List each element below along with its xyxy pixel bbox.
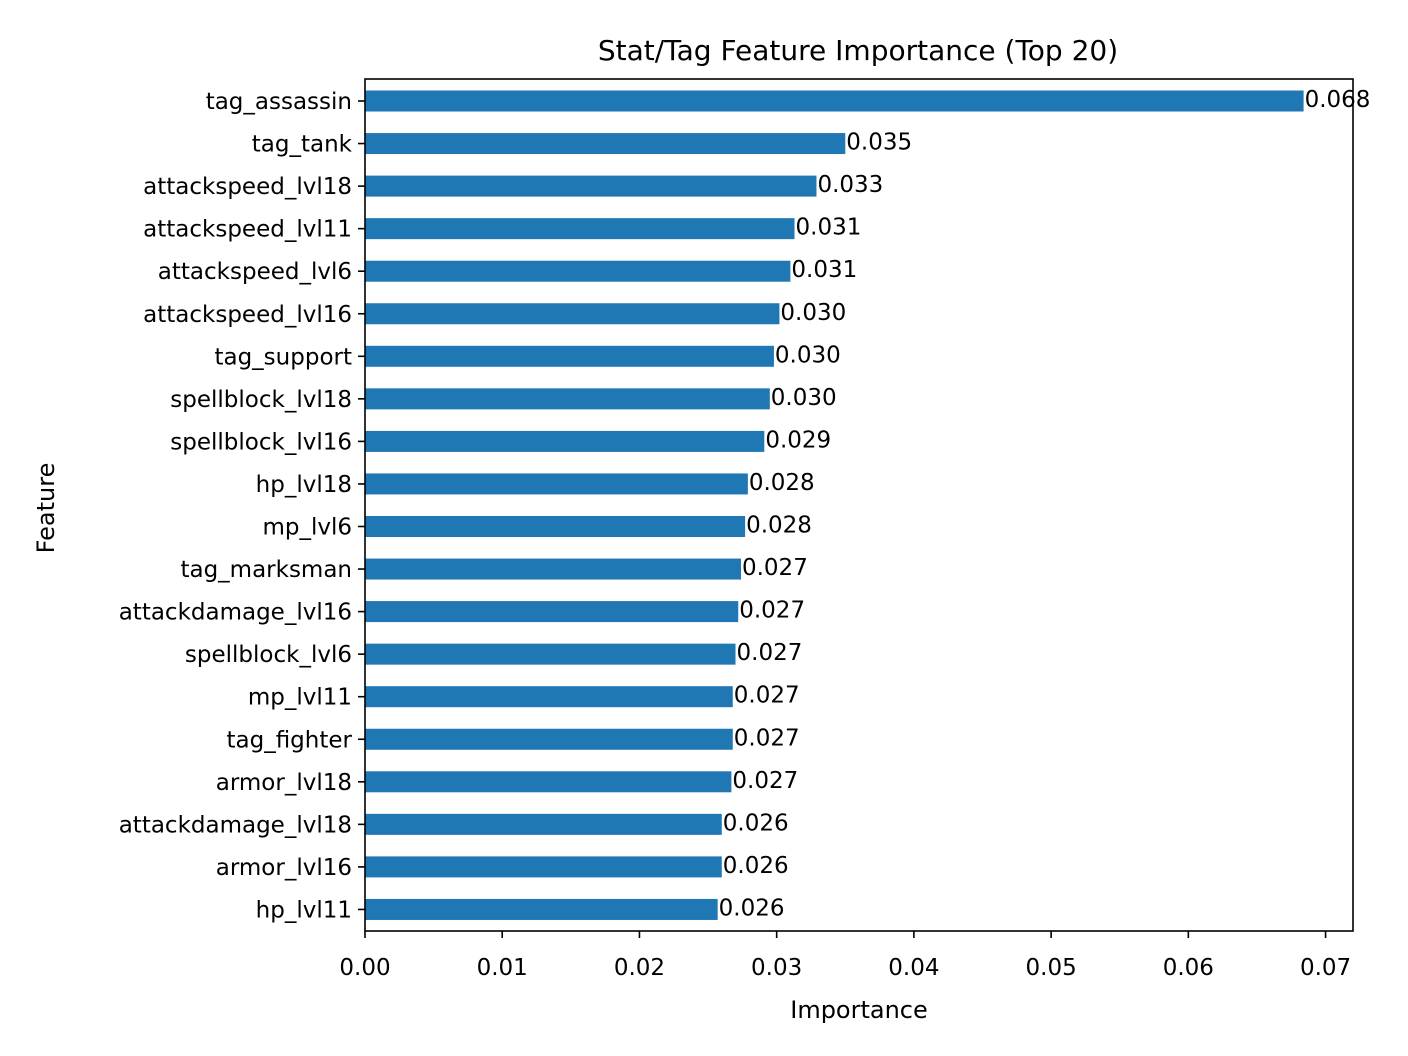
- x-tick-label: 0.02: [614, 955, 665, 981]
- data-label: 0.027: [737, 640, 803, 666]
- data-label: 0.028: [749, 470, 815, 496]
- data-label: 0.027: [739, 598, 805, 624]
- data-label: 0.026: [719, 895, 785, 921]
- data-label: 0.028: [746, 513, 812, 539]
- category-label: armor_lvl16: [216, 855, 352, 881]
- data-label: 0.030: [775, 342, 841, 368]
- category-label: attackspeed_lvl18: [143, 174, 352, 200]
- data-label: 0.031: [791, 257, 857, 283]
- bar-tag_assassin: [365, 90, 1304, 112]
- data-label: 0.026: [723, 853, 789, 879]
- bar-mp_lvl6: [365, 516, 746, 537]
- category-label: attackspeed_lvl6: [158, 259, 352, 285]
- bar-attackspeed_lvl16: [365, 303, 780, 325]
- category-label: attackspeed_lvl11: [143, 217, 352, 243]
- y-axis-label: Feature: [32, 463, 60, 554]
- category-label: spellblock_lvl16: [170, 429, 352, 455]
- category-label: tag_fighter: [226, 727, 352, 753]
- bar-armor_lvl18: [365, 771, 732, 793]
- data-label: 0.027: [732, 768, 798, 794]
- bar-attackspeed_lvl18: [365, 175, 817, 197]
- bars-layer: [365, 90, 1304, 920]
- bar-spellblock_lvl6: [365, 643, 736, 665]
- bar-tag_tank: [365, 133, 846, 155]
- bar-spellblock_lvl16: [365, 430, 765, 452]
- category-label: tag_tank: [252, 132, 353, 158]
- data-label: 0.027: [734, 725, 800, 751]
- category-labels: tag_assassin tag_tank attackspeed_lvl18att…: [119, 89, 365, 923]
- category-label: mp_lvl6: [262, 515, 352, 541]
- data-label: 0.035: [846, 130, 912, 156]
- x-tick-label: 0.00: [339, 955, 390, 981]
- x-tick-label: 0.05: [1026, 955, 1077, 981]
- bar-tag_fighter: [365, 728, 733, 750]
- bar-armor_lvl16: [365, 856, 722, 878]
- category-label: tag_support: [214, 344, 352, 370]
- x-axis-ticks: 0.00 0.01 0.02 0.03 0.04 0.05 0.06 0.07: [339, 931, 1351, 981]
- category-label: attackspeed_lvl16: [143, 302, 352, 328]
- category-label: attackdamage_lvl16: [119, 600, 352, 626]
- bar-tag_support: [365, 345, 774, 367]
- category-label: attackdamage_lvl18: [119, 812, 352, 838]
- bar-attackspeed_lvl11: [365, 218, 795, 240]
- category-label: tag_assassin: [206, 89, 352, 115]
- plot-frame: [364, 78, 1354, 932]
- bar-attackdamage_lvl18: [365, 813, 722, 835]
- x-tick-label: 0.04: [888, 955, 939, 981]
- category-label: mp_lvl11: [248, 685, 352, 711]
- category-label: armor_lvl18: [216, 770, 352, 796]
- category-label: tag_marksman: [180, 557, 352, 583]
- x-tick-label: 0.01: [477, 955, 528, 981]
- bar-hp_lvl18: [365, 473, 748, 495]
- data-label: 0.031: [796, 215, 862, 241]
- data-label: 0.027: [742, 555, 808, 581]
- bar-mp_lvl11: [365, 686, 733, 708]
- data-label: 0.068: [1305, 87, 1371, 113]
- data-label: 0.030: [780, 300, 846, 326]
- x-axis-label: Importance: [790, 996, 928, 1024]
- data-label: 0.033: [817, 172, 883, 198]
- category-label: spellblock_lvl6: [185, 642, 352, 668]
- data-labels: 0.068 0.035 0.033 0.031 0.031 0.030 0.030 0.030…: [719, 87, 1371, 921]
- chart-title: Stat/Tag Feature Importance (Top 20): [598, 34, 1118, 67]
- bar-attackspeed_lvl6: [365, 260, 791, 282]
- bar-attackdamage_lvl16: [365, 601, 739, 623]
- data-label: 0.027: [734, 683, 800, 709]
- data-label: 0.030: [771, 385, 837, 411]
- category-label: hp_lvl18: [256, 472, 352, 498]
- category-label: spellblock_lvl18: [170, 387, 352, 413]
- bar-hp_lvl11: [365, 898, 718, 920]
- category-label: hp_lvl11: [256, 897, 352, 923]
- bar-tag_marksman: [365, 558, 741, 580]
- bar-spellblock_lvl18: [365, 388, 770, 410]
- x-tick-label: 0.06: [1163, 955, 1214, 981]
- x-tick-label: 0.07: [1300, 955, 1351, 981]
- data-label: 0.029: [765, 427, 831, 453]
- data-label: 0.026: [723, 810, 789, 836]
- x-tick-label: 0.03: [751, 955, 802, 981]
